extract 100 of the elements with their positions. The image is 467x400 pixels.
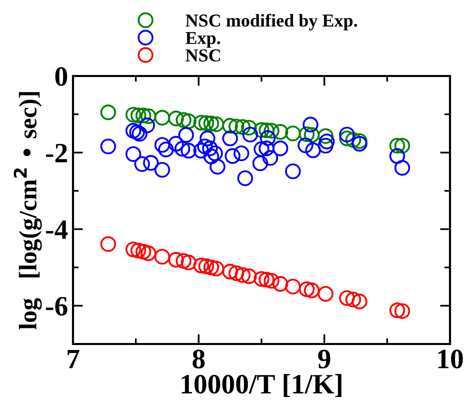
- point: [197, 138, 213, 154]
- point: [252, 155, 268, 172]
- point: [224, 148, 240, 164]
- point: [203, 116, 220, 132]
- point: [272, 276, 288, 292]
- y-tick-label: -2: [46, 144, 67, 162]
- point: [180, 142, 196, 159]
- point: [318, 138, 334, 154]
- point: [130, 242, 146, 258]
- point: [139, 118, 155, 134]
- point: [345, 132, 362, 148]
- point: [200, 130, 216, 146]
- point: [198, 258, 214, 274]
- point: [136, 244, 152, 260]
- point: [234, 119, 250, 135]
- point: [154, 137, 170, 153]
- point: [258, 272, 274, 288]
- point: [339, 130, 355, 146]
- point: [168, 110, 184, 126]
- point: [208, 260, 224, 276]
- point: [222, 264, 238, 280]
- point: [318, 128, 334, 144]
- point: [180, 113, 196, 130]
- point: [207, 145, 223, 162]
- point: [228, 265, 244, 282]
- point: [272, 140, 288, 156]
- point: [318, 286, 334, 302]
- point: [136, 108, 152, 124]
- x-tick-label: 10: [438, 350, 463, 368]
- point: [168, 252, 184, 268]
- point: [394, 303, 410, 319]
- point: [345, 292, 362, 308]
- point: [154, 162, 170, 178]
- point: [258, 140, 274, 156]
- legend-label: Exp.: [186, 32, 220, 48]
- point: [180, 254, 196, 270]
- point: [242, 126, 258, 142]
- x-tick-label: 9: [318, 350, 330, 368]
- point: [237, 170, 254, 186]
- point: [174, 140, 190, 157]
- legend-label: NSC modified by Exp.: [186, 14, 358, 30]
- legend-label: NSC: [186, 49, 220, 62]
- point: [260, 130, 276, 146]
- point: [304, 127, 320, 143]
- point: [203, 148, 220, 164]
- point: [203, 260, 220, 276]
- point: [134, 156, 150, 172]
- point: [193, 258, 210, 274]
- point: [241, 120, 257, 136]
- point: [100, 138, 116, 154]
- point: [234, 145, 250, 162]
- point: [264, 122, 280, 139]
- point: [352, 294, 368, 310]
- point: [208, 116, 224, 132]
- point: [298, 281, 315, 298]
- point: [241, 268, 257, 284]
- point: [228, 118, 244, 134]
- point: [254, 141, 270, 157]
- point: [125, 146, 142, 162]
- point: [298, 126, 315, 142]
- point: [125, 242, 142, 258]
- point: [285, 278, 301, 294]
- point: [158, 142, 174, 158]
- point: [193, 142, 210, 159]
- point: [176, 112, 192, 128]
- point: [339, 126, 355, 142]
- x-axis-title: 10000/T [1/K]: [182, 374, 342, 398]
- point: [352, 136, 368, 152]
- point: [154, 248, 170, 265]
- y-tick-label: -6: [46, 296, 68, 316]
- point: [262, 150, 278, 166]
- point: [125, 106, 142, 123]
- point: [222, 118, 238, 134]
- point: [339, 290, 355, 306]
- point: [178, 127, 194, 143]
- point: [258, 122, 274, 138]
- point: [298, 137, 314, 154]
- point: [254, 271, 270, 287]
- y-axis-title: log [log(g/cm$^{2}$ • sec)]: [14, 92, 42, 330]
- point: [302, 116, 318, 132]
- x-tick-label: 7: [68, 350, 80, 368]
- y-tick-label: 0: [55, 67, 68, 86]
- point: [394, 138, 410, 154]
- point: [285, 163, 301, 180]
- point: [285, 126, 301, 142]
- point: [222, 130, 238, 146]
- point: [202, 140, 218, 156]
- point: [234, 267, 250, 283]
- point: [264, 272, 280, 289]
- point: [176, 253, 192, 269]
- x-tick-label: 8: [192, 350, 205, 368]
- point: [304, 282, 320, 298]
- point: [198, 115, 214, 131]
- point: [143, 155, 159, 171]
- point: [389, 148, 406, 164]
- point: [100, 236, 116, 252]
- point: [210, 158, 226, 175]
- y-tick-label: -4: [46, 220, 68, 239]
- point: [193, 114, 210, 131]
- point: [305, 142, 321, 158]
